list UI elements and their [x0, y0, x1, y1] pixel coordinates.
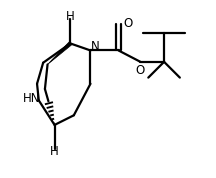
Text: N: N: [91, 40, 100, 53]
Text: H: H: [66, 10, 75, 23]
Text: H: H: [50, 145, 59, 158]
Polygon shape: [48, 42, 72, 64]
Text: O: O: [136, 64, 145, 77]
Text: O: O: [123, 17, 133, 30]
Text: HN: HN: [23, 92, 40, 105]
